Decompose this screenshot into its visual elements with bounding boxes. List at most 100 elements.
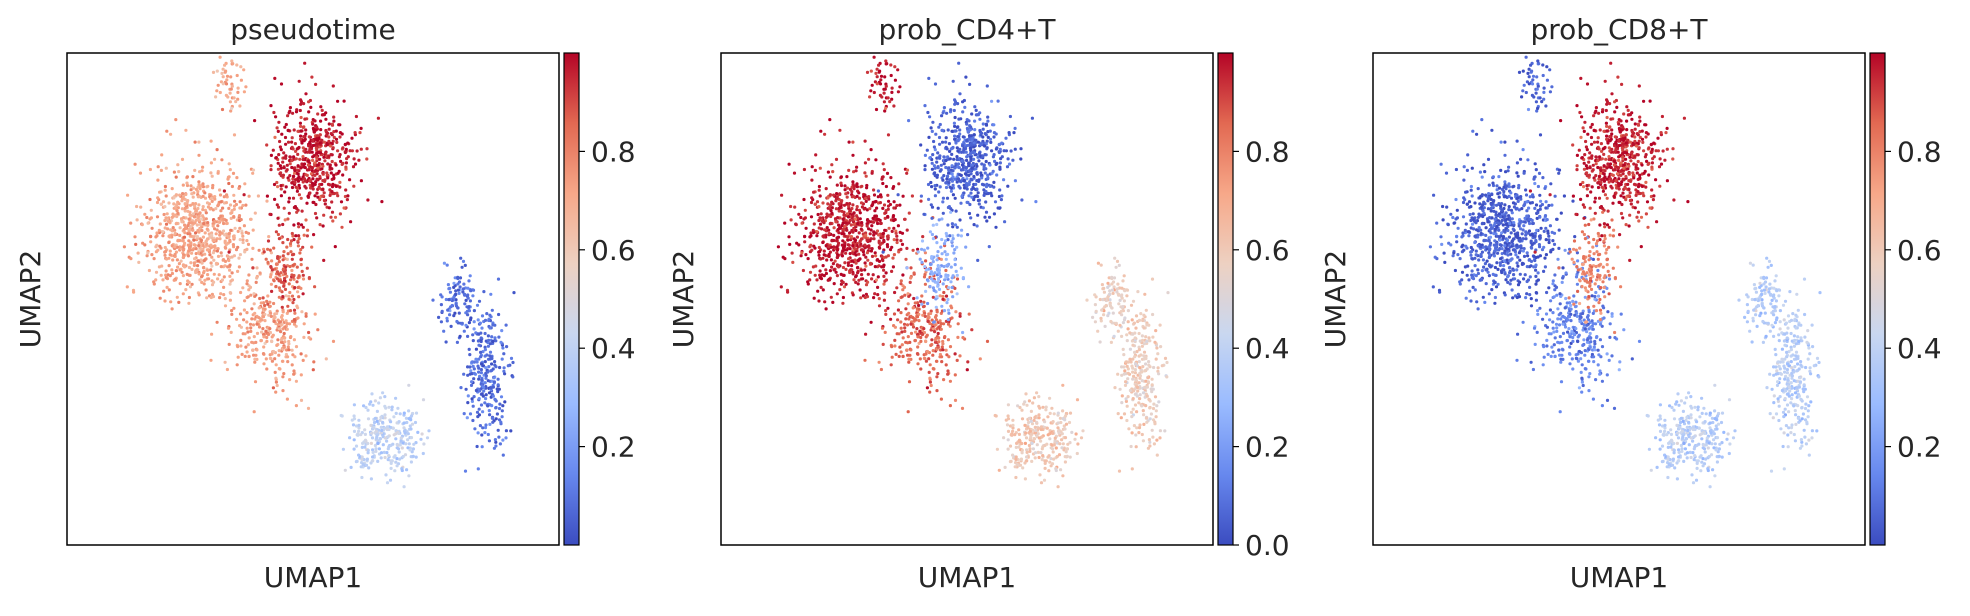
- data-point: [934, 338, 937, 341]
- data-point: [978, 202, 981, 205]
- data-point: [488, 314, 491, 317]
- data-point: [842, 218, 845, 221]
- data-point: [297, 180, 300, 183]
- data-point: [290, 166, 293, 169]
- data-point: [969, 126, 972, 129]
- data-point: [886, 235, 889, 238]
- data-point: [293, 318, 296, 321]
- data-point: [930, 384, 933, 387]
- data-point: [239, 238, 242, 241]
- data-point: [294, 234, 297, 237]
- data-point: [307, 144, 310, 147]
- data-point: [168, 235, 171, 238]
- data-point: [1011, 424, 1014, 427]
- data-point: [270, 315, 273, 318]
- data-point: [992, 181, 995, 184]
- data-point: [793, 172, 796, 175]
- data-point: [1007, 157, 1010, 160]
- data-point: [350, 137, 353, 140]
- data-point: [174, 232, 177, 235]
- data-point: [876, 286, 879, 289]
- data-point: [335, 130, 338, 133]
- data-point: [489, 342, 492, 345]
- data-point: [266, 294, 269, 297]
- data-point: [1151, 436, 1154, 439]
- data-point: [319, 120, 322, 123]
- data-point: [818, 216, 821, 219]
- data-point: [985, 183, 988, 186]
- data-point: [1130, 411, 1133, 414]
- data-point: [307, 163, 310, 166]
- data-point: [951, 225, 954, 228]
- data-point: [225, 222, 228, 225]
- data-point: [278, 321, 281, 324]
- data-point: [1006, 423, 1009, 426]
- data-point: [363, 446, 366, 449]
- data-point: [314, 83, 317, 86]
- data-point: [829, 215, 832, 218]
- data-point: [855, 169, 858, 172]
- data-point: [319, 105, 322, 108]
- data-point: [199, 185, 202, 188]
- data-point: [838, 203, 841, 206]
- data-point: [246, 330, 249, 333]
- data-point: [919, 357, 922, 360]
- data-point: [866, 281, 869, 284]
- data-point: [162, 200, 165, 203]
- data-point: [289, 106, 292, 109]
- data-point: [200, 229, 203, 232]
- data-point: [440, 303, 443, 306]
- data-point: [486, 370, 489, 373]
- data-point: [1123, 318, 1126, 321]
- data-point: [959, 202, 962, 205]
- data-point: [221, 108, 224, 111]
- data-point: [156, 201, 159, 204]
- data-point: [904, 258, 907, 261]
- data-point: [1066, 455, 1069, 458]
- data-point: [298, 158, 301, 161]
- data-point: [941, 252, 944, 255]
- data-point: [937, 207, 940, 210]
- data-point: [478, 389, 481, 392]
- data-point: [300, 399, 303, 402]
- data-point: [265, 200, 268, 203]
- data-point: [930, 217, 933, 220]
- data-point: [266, 303, 269, 306]
- data-point: [1151, 378, 1154, 381]
- data-point: [229, 203, 232, 206]
- data-point: [488, 326, 491, 329]
- data-point: [1127, 327, 1130, 330]
- data-point: [328, 122, 331, 125]
- data-point: [159, 297, 162, 300]
- data-point: [462, 283, 465, 286]
- data-point: [850, 190, 853, 193]
- data-point: [278, 224, 281, 227]
- data-point: [238, 104, 241, 107]
- data-point: [864, 261, 867, 264]
- data-point: [448, 287, 451, 290]
- data-point: [228, 275, 231, 278]
- data-point: [459, 285, 462, 288]
- data-point: [928, 285, 931, 288]
- data-point: [283, 340, 286, 343]
- data-point: [292, 197, 295, 200]
- data-point: [289, 335, 292, 338]
- data-point: [955, 155, 958, 158]
- data-point: [312, 201, 315, 204]
- data-point: [1131, 378, 1134, 381]
- data-point: [835, 207, 838, 210]
- data-point: [297, 172, 300, 175]
- data-point: [975, 165, 978, 168]
- data-point: [494, 438, 497, 441]
- data-point: [1142, 391, 1145, 394]
- data-point: [245, 248, 248, 251]
- data-point: [998, 469, 1001, 472]
- data-point: [818, 189, 821, 192]
- data-point: [958, 148, 961, 151]
- data-point: [167, 201, 170, 204]
- data-point: [360, 179, 363, 182]
- data-point: [1157, 400, 1160, 403]
- data-point: [215, 232, 218, 235]
- data-point: [947, 169, 950, 172]
- data-point: [1021, 417, 1024, 420]
